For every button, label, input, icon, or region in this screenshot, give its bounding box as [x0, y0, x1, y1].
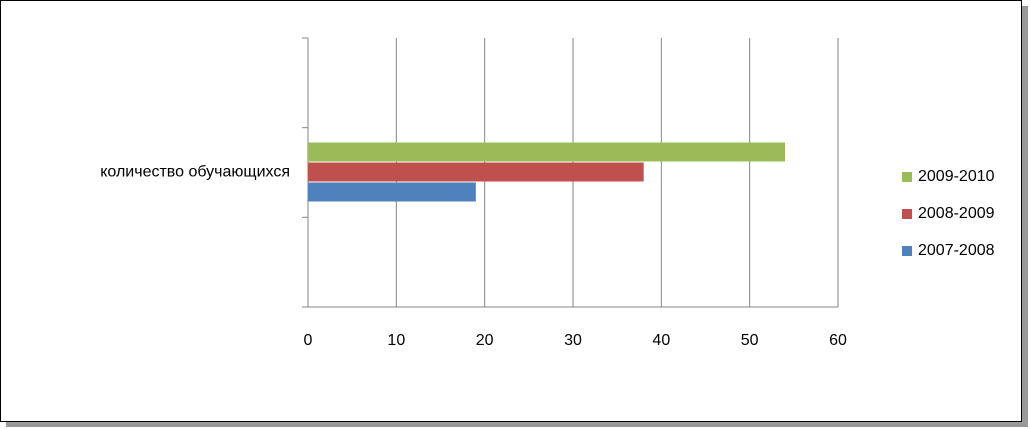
legend-swatch — [902, 246, 912, 256]
legend-label: 2009-2010 — [918, 168, 995, 185]
x-tick-label: 10 — [387, 332, 405, 349]
x-tick-label: 0 — [304, 332, 313, 349]
x-tick-label: 60 — [829, 332, 847, 349]
frame — [0, 0, 1022, 422]
legend-swatch — [902, 172, 912, 182]
legend-label: 2008-2009 — [918, 205, 995, 222]
x-tick-label: 40 — [652, 332, 670, 349]
legend-swatch — [902, 209, 912, 219]
x-tick-label: 50 — [741, 332, 759, 349]
y-tick-label: количество обучающихся — [100, 164, 290, 181]
bar — [308, 142, 785, 162]
bar — [308, 162, 644, 182]
x-tick-label: 30 — [564, 332, 582, 349]
legend-label: 2007-2008 — [918, 242, 995, 259]
bar — [308, 182, 476, 202]
x-tick-label: 20 — [476, 332, 494, 349]
